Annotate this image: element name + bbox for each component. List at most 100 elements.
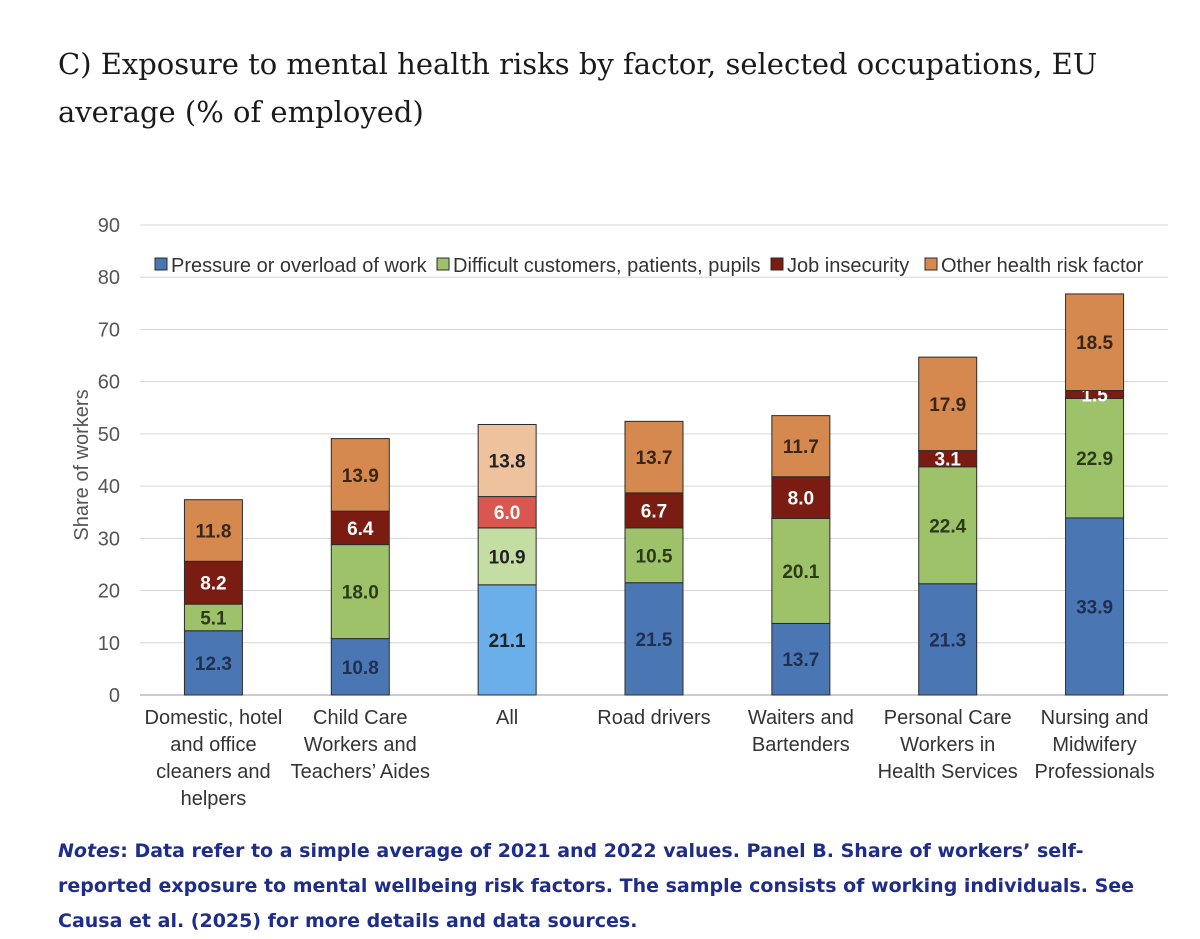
legend-swatch: [924, 257, 938, 271]
y-tick-label: 20: [98, 581, 120, 603]
x-tick-label-line: Domestic, hotel: [145, 707, 283, 729]
data-label: 21.1: [489, 631, 526, 652]
x-tick-label: Waiters and Bartenders: [748, 707, 854, 756]
data-label: 22.4: [929, 516, 966, 537]
y-tick-label: 0: [109, 685, 120, 707]
bar-segment: [477, 527, 537, 586]
bar-segment: [477, 423, 537, 498]
y-tick-label: 30: [98, 528, 120, 550]
bar-segment: [918, 466, 978, 585]
bar-segment: [624, 582, 684, 696]
y-tick-label: 70: [98, 319, 120, 341]
x-tick-label-line: Personal Care: [884, 707, 1012, 729]
bar-segment: [771, 476, 831, 519]
data-label: 20.1: [782, 562, 819, 583]
legend-swatch: [154, 257, 168, 271]
y-tick-label: 10: [98, 633, 120, 655]
bar-segment: [918, 356, 978, 452]
data-label: 11.7: [783, 437, 819, 458]
y-tick-label: 90: [98, 215, 120, 237]
notes-label: Notes: [58, 840, 121, 862]
x-tick-label-line: helpers: [181, 788, 247, 810]
data-label: 13.8: [489, 452, 526, 473]
x-tick-label-line: Health Services: [878, 761, 1018, 783]
data-label: 13.7: [782, 650, 819, 671]
legend: Pressure or overload of work Difficult cu…: [154, 255, 1144, 277]
data-label: 21.5: [636, 630, 673, 651]
x-tick-label: Nursing and Midwifery Professionals: [1035, 707, 1155, 783]
x-axis: Domestic, hotel and office cleaners and hel…: [145, 707, 1155, 810]
bar-segment: [1065, 397, 1125, 519]
x-tick-label: All: [496, 707, 518, 729]
data-label: 13.7: [636, 448, 673, 469]
y-axis: 0 10 20 30 40 50 60 70 80 90 Share of workers: [71, 215, 120, 707]
bar-segment: [183, 560, 243, 605]
data-label: 3.1: [935, 450, 962, 471]
data-label: 10.8: [342, 658, 379, 679]
bar-segment: [330, 544, 390, 640]
legend-label: Difficult customers, patients, pupils: [453, 255, 761, 277]
data-label: 10.9: [489, 547, 526, 568]
x-tick-label-line: cleaners and: [156, 761, 271, 783]
bar-segment: [477, 584, 537, 696]
data-label: 5.1: [200, 608, 227, 629]
x-tick-label-line: Nursing and: [1041, 707, 1149, 729]
data-label: 11.8: [195, 522, 231, 543]
legend-swatch: [770, 257, 784, 271]
y-axis-title: Share of workers: [71, 389, 93, 540]
data-label: 18.0: [342, 583, 379, 604]
notes: Notes: Data refer to a simple average of…: [58, 834, 1168, 939]
legend-label: Other health risk factor: [941, 255, 1144, 277]
data-label: 18.5: [1076, 333, 1113, 354]
data-label: 6.0: [494, 503, 520, 524]
data-label: 17.9: [929, 395, 966, 416]
x-tick-label-line: Bartenders: [752, 734, 850, 756]
x-tick-label-line: Workers in: [900, 734, 995, 756]
data-label: 8.2: [200, 574, 226, 595]
bar-segment: [918, 583, 978, 696]
data-label: 12.3: [195, 654, 232, 675]
x-tick-label-line: and office: [170, 734, 256, 756]
x-tick-label-line: Midwifery: [1052, 734, 1136, 756]
y-tick-label: 50: [98, 424, 120, 446]
y-tick-label: 40: [98, 476, 120, 498]
data-label: 13.9: [342, 466, 379, 487]
x-tick-label: Domestic, hotel and office cleaners and hel…: [145, 707, 283, 810]
data-label: 22.9: [1076, 449, 1113, 470]
bar-segment: [183, 499, 243, 562]
x-tick-label-line: Professionals: [1035, 761, 1155, 783]
data-label: 8.0: [788, 489, 814, 510]
bars: 12.3 5.1 8.2 11.8 10.8 18.0 6.4 13.9 21.1 10.9 6.0…: [183, 293, 1125, 696]
x-tick-label: Child Care Workers and Teachers’ Aides: [291, 707, 430, 783]
data-label: 33.9: [1076, 597, 1113, 618]
y-tick-label: 60: [98, 372, 120, 394]
x-tick-label-line: All: [496, 707, 518, 729]
bar-segment: [771, 415, 831, 478]
x-tick-label-line: Workers and: [304, 734, 417, 756]
bar-segment: [1065, 293, 1125, 392]
data-label: 6.7: [641, 501, 667, 522]
x-tick-label-line: Teachers’ Aides: [291, 761, 430, 783]
stacked-bar-chart: 0 10 20 30 40 50 60 70 80 90 Share of workers 12.3…: [71, 215, 1168, 810]
bar-segment: [624, 420, 684, 494]
notes-text: : Data refer to a simple average of 2021…: [58, 840, 1135, 932]
x-tick-label-line: Child Care: [313, 707, 407, 729]
x-tick-label: Road drivers: [597, 707, 710, 729]
bar-segment: [330, 438, 390, 512]
bar-segment: [330, 638, 390, 696]
y-tick-label: 80: [98, 267, 120, 289]
data-label: 6.4: [347, 519, 374, 540]
legend-label: Pressure or overload of work: [171, 255, 428, 277]
bar-segment: [624, 492, 684, 529]
legend-label: Job insecurity: [787, 255, 909, 277]
legend-swatch: [436, 257, 450, 271]
x-tick-label: Personal Care Workers in Health Services: [878, 707, 1018, 783]
x-tick-label-line: Waiters and: [748, 707, 854, 729]
x-tick-label-line: Road drivers: [597, 707, 710, 729]
data-label: 10.5: [636, 546, 673, 567]
bar-segment: [624, 527, 684, 584]
bar-segment: [771, 622, 831, 696]
data-label: 21.3: [929, 630, 966, 651]
bar-segment: [183, 630, 243, 696]
chart-title: C) Exposure to mental health risks by fa…: [58, 47, 1098, 129]
